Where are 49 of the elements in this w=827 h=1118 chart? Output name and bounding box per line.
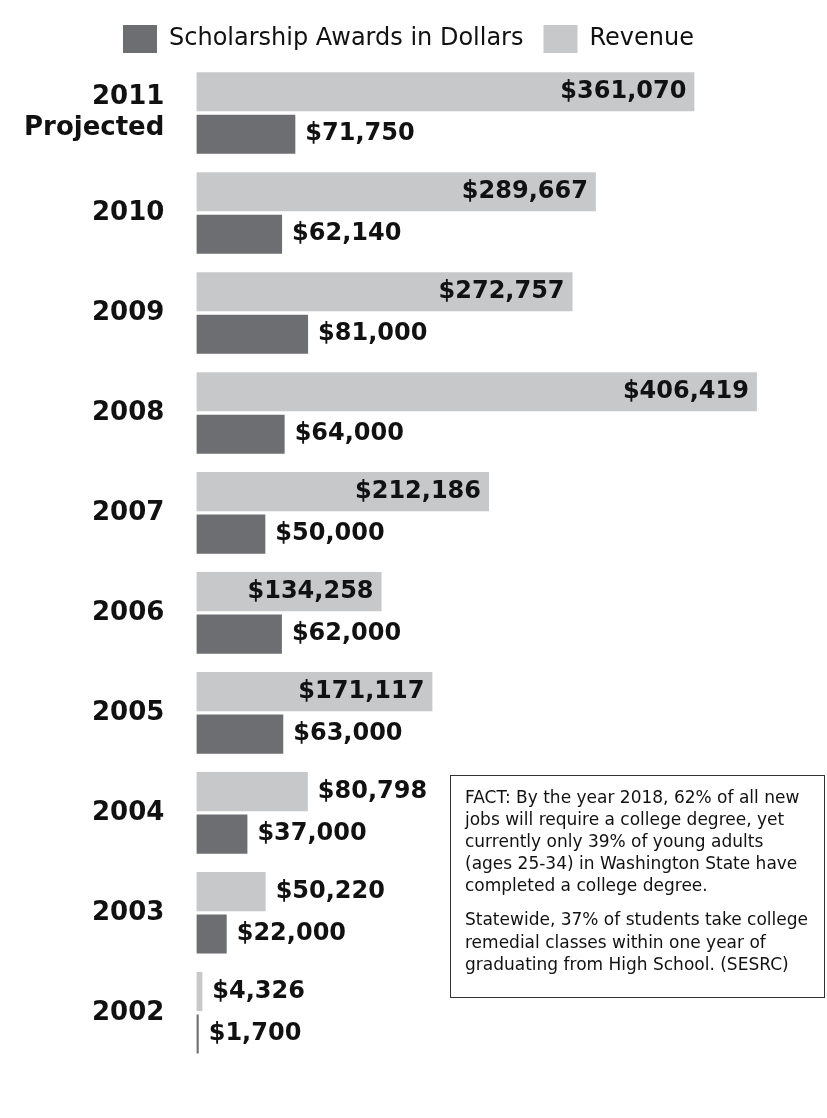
bar bbox=[196, 614, 282, 654]
y-tick-label: 2010 bbox=[92, 195, 165, 226]
bar bbox=[196, 914, 227, 954]
data-label: $71,750 bbox=[305, 118, 415, 147]
bar bbox=[196, 214, 283, 254]
y-tick-label: 2004 bbox=[92, 795, 165, 826]
bar bbox=[196, 272, 573, 312]
data-label: $64,000 bbox=[294, 418, 404, 447]
legend-label: Scholarship Awards in Dollars bbox=[168, 23, 524, 52]
data-label: $63,000 bbox=[293, 718, 403, 747]
data-label: $80,798 bbox=[317, 775, 428, 804]
bar bbox=[196, 172, 596, 212]
data-label: $134,258 bbox=[247, 575, 374, 604]
y-tick-label: 2008 bbox=[92, 395, 165, 426]
data-label: $1,700 bbox=[208, 1018, 302, 1047]
bar bbox=[196, 872, 266, 912]
y-tick-label: 2011 Projected bbox=[24, 80, 165, 142]
bar bbox=[196, 372, 757, 412]
bar bbox=[196, 714, 284, 754]
bar bbox=[196, 772, 308, 812]
data-label: $4,326 bbox=[212, 975, 305, 1004]
y-tick-label: 2007 bbox=[92, 495, 165, 526]
data-label: $37,000 bbox=[257, 818, 367, 847]
bar bbox=[196, 114, 296, 154]
annotation: FACT: By the year 2018, 62% of all new jobs will require a college degree, yet currently only 39% of young adults (ages 25-34) in Washington State have completed a college degree. bbox=[465, 786, 801, 897]
data-label: $50,000 bbox=[275, 518, 385, 547]
data-label: $22,000 bbox=[236, 918, 347, 947]
data-label: $212,186 bbox=[355, 475, 482, 504]
data-label: $406,419 bbox=[622, 375, 749, 404]
y-tick-label: 2009 bbox=[92, 295, 165, 326]
legend-label: Revenue bbox=[589, 23, 695, 52]
y-tick-label: 2005 bbox=[92, 695, 165, 726]
data-label: $361,070 bbox=[560, 75, 687, 104]
data-label: $50,220 bbox=[275, 875, 385, 904]
data-label: $289,667 bbox=[461, 175, 588, 204]
bar bbox=[196, 814, 248, 854]
data-label: $62,140 bbox=[292, 218, 402, 247]
bar bbox=[196, 414, 285, 454]
bar bbox=[196, 514, 266, 554]
y-tick-label: 2002 bbox=[92, 995, 165, 1026]
annotation: Statewide, 37% of students take college remedial classes within one year of graduating from High School. (SESRC) bbox=[465, 908, 809, 975]
data-label: $62,000 bbox=[291, 618, 402, 647]
data-label: $81,000 bbox=[318, 318, 428, 347]
data-label: $171,117 bbox=[298, 675, 425, 704]
y-tick-label: 2006 bbox=[92, 595, 165, 626]
bar bbox=[196, 314, 309, 354]
y-tick-label: 2003 bbox=[92, 895, 165, 926]
data-label: $272,757 bbox=[438, 275, 565, 304]
bar bbox=[196, 72, 695, 112]
